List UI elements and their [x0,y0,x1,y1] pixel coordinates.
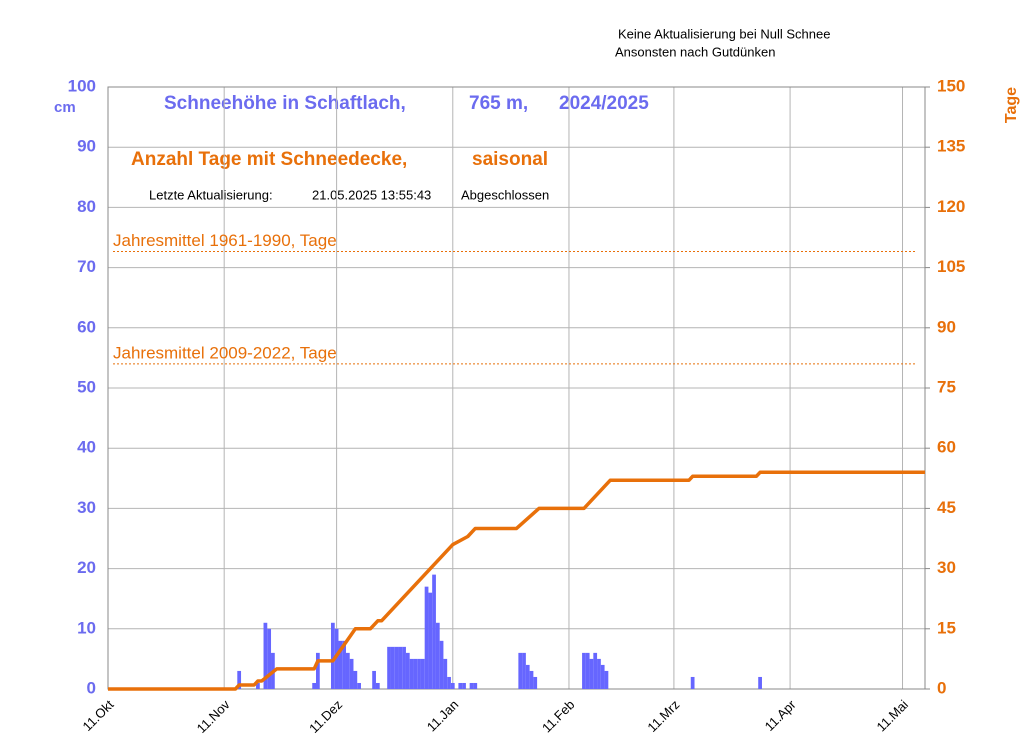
reference-label: Jahresmittel 1961-1990, Tage [113,231,337,250]
y2-tick-label: 135 [937,137,965,156]
snow-bar [462,682,466,689]
y-tick-label: 80 [77,197,96,216]
snow-bar [256,682,260,689]
snow-bar [585,652,590,689]
snow-bar [312,682,316,689]
y2-tick-label: 105 [937,257,965,276]
days-line [108,470,925,691]
title: Schneehöhe in Schaftlach, [164,93,406,114]
snow-bar [405,652,410,689]
snow-bar [342,640,346,689]
snow-bar [338,640,343,689]
snow-bar [469,682,474,689]
y-tick-label: 90 [77,137,96,156]
snow-bar [690,676,695,689]
snow-bar [458,682,463,689]
snow-bar [604,670,609,689]
snow-bar [473,682,478,689]
snow-bar [349,658,354,689]
y-tick-label: 0 [87,678,96,697]
y-tick-label: 20 [77,558,96,577]
snow-bar [387,646,391,689]
y2-tick-label: 75 [937,377,956,396]
snow-bar [758,676,762,689]
snow-bar [390,646,395,689]
update-status: Abgeschlossen [461,187,549,202]
y-tick-label: 70 [77,257,96,276]
y-tick-label: 60 [77,317,96,336]
snow-bar [372,670,376,689]
y2-tick-label: 30 [937,558,956,577]
y-tick-label: 30 [77,498,96,517]
y2-tick-label: 15 [937,618,956,637]
snow-bar [420,658,425,689]
snow-bar [582,652,586,689]
y2-tick-label: 120 [937,197,965,216]
y2-tick-label: 45 [937,498,956,517]
snow-bar [315,652,320,689]
snow-bar [443,658,448,689]
note: Keine Aktualisierung bei Null Schnee [618,26,830,41]
y-tick-label: 50 [77,377,96,396]
snow-bar [357,682,361,689]
snow-bar [330,622,335,689]
snow-bar [345,652,350,689]
snow-bar [409,658,414,689]
snow-bar [589,658,594,689]
y2-axis-label: Tage [1003,87,1020,123]
snow-bar [417,658,421,689]
snow-bar [375,682,380,689]
snow-bar [529,670,534,689]
y2-tick-label: 60 [937,438,956,457]
snow-bar [428,592,433,689]
snow-bar [424,586,429,689]
snow-bar [597,658,601,689]
snow-bar [398,646,403,689]
y2-tick-label: 90 [937,317,956,336]
subtitle: Anzahl Tage mit Schneedecke, [131,149,407,170]
y-tick-label: 40 [77,438,96,457]
snow-bar [394,646,399,689]
title: 765 m, [469,93,528,114]
y2-tick-label: 0 [937,678,946,697]
snow-bar [450,682,455,689]
update-label: Letzte Aktualisierung: [149,187,273,202]
snow-bar [413,658,418,689]
snow-bar [525,664,530,689]
snow-bar [267,628,272,689]
note: Ansonsten nach Gutdünken [615,44,775,59]
subtitle: saisonal [472,149,548,170]
plot-frame [107,86,926,690]
snow-bar [435,622,440,689]
y-tick-label: 10 [77,618,96,637]
snow-bar [593,652,598,689]
title: 2024/2025 [559,93,649,114]
snow-bar [263,622,268,689]
reference-label: Jahresmittel 2009-2022, Tage [113,343,337,362]
snow-bar [533,676,538,689]
y2-tick-label: 150 [937,76,965,95]
snow-bar [237,670,242,689]
y-axis-label: cm [54,99,76,116]
snow-bar [518,652,523,689]
snow-bar [402,646,406,689]
update-time: 21.05.2025 13:55:43 [312,187,431,202]
snow-bar [432,574,436,689]
snow-bar [522,652,526,689]
snow-bar [447,676,451,689]
snow-bar [600,664,605,689]
y-tick-label: 100 [68,76,96,95]
snow-bar [353,670,358,689]
snow-bar [334,628,339,689]
snow-bar [439,640,444,689]
